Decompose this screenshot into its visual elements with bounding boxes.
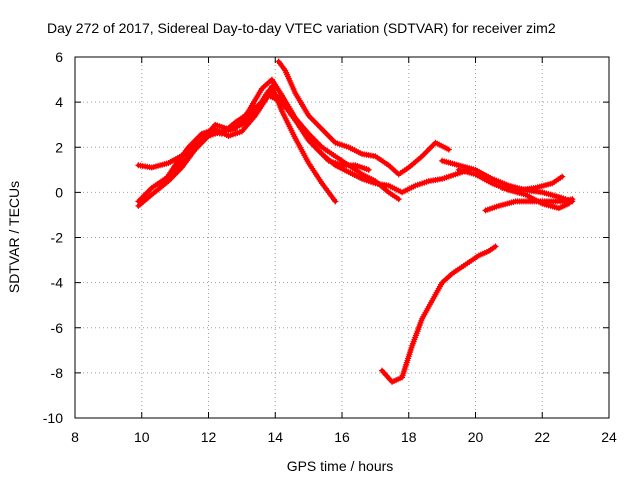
series-track-2 xyxy=(275,58,452,178)
series-line xyxy=(136,84,338,208)
x-tick-label: 14 xyxy=(267,429,283,445)
y-tick-label: -8 xyxy=(51,365,64,381)
series-track-10 xyxy=(379,243,499,385)
x-axis-label: GPS time / hours xyxy=(287,458,394,474)
x-tick-label: 18 xyxy=(401,429,417,445)
series-markers xyxy=(275,58,452,178)
series-track-5 xyxy=(135,76,402,205)
y-tick-label: 2 xyxy=(55,139,63,155)
y-axis-label: SDTVAR / TECUs xyxy=(6,181,22,293)
x-tick-label: 24 xyxy=(601,429,617,445)
x-tick-label: 10 xyxy=(134,429,150,445)
x-tick-label: 22 xyxy=(534,429,550,445)
series-markers xyxy=(379,243,499,385)
series-markers xyxy=(499,173,566,194)
series-track-8 xyxy=(482,196,576,214)
y-tick-label: -10 xyxy=(43,410,63,426)
grid xyxy=(75,57,609,418)
y-tick-label: -6 xyxy=(51,320,64,336)
y-tick-label: 6 xyxy=(55,49,63,65)
plot-frame xyxy=(74,56,610,419)
y-tick-label: 0 xyxy=(55,184,63,200)
x-tick-label: 8 xyxy=(71,429,79,445)
x-tick-label: 20 xyxy=(468,429,484,445)
y-tick-label: -4 xyxy=(51,275,64,291)
data-series xyxy=(135,58,576,385)
x-tick-label: 16 xyxy=(334,429,350,445)
series-track-6 xyxy=(439,157,576,205)
x-tick-label: 12 xyxy=(201,429,217,445)
y-tick-label: -2 xyxy=(51,230,64,246)
series-markers xyxy=(482,196,576,214)
y-tick-label: 4 xyxy=(55,94,63,110)
chart-title: Day 272 of 2017, Sidereal Day-to-day VTE… xyxy=(47,20,556,36)
series-track-9 xyxy=(499,173,566,194)
series-line xyxy=(380,244,498,384)
series-track-4 xyxy=(158,92,472,196)
series-markers xyxy=(135,76,402,205)
